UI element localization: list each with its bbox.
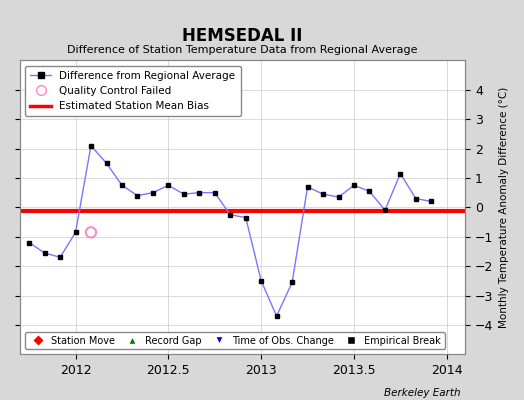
Legend: Station Move, Record Gap, Time of Obs. Change, Empirical Break: Station Move, Record Gap, Time of Obs. C… [25,332,444,350]
Text: Difference of Station Temperature Data from Regional Average: Difference of Station Temperature Data f… [68,44,418,54]
Title: HEMSEDAL II: HEMSEDAL II [182,27,303,45]
Text: Berkeley Earth: Berkeley Earth [385,388,461,398]
Y-axis label: Monthly Temperature Anomaly Difference (°C): Monthly Temperature Anomaly Difference (… [499,87,509,328]
Point [87,229,95,236]
